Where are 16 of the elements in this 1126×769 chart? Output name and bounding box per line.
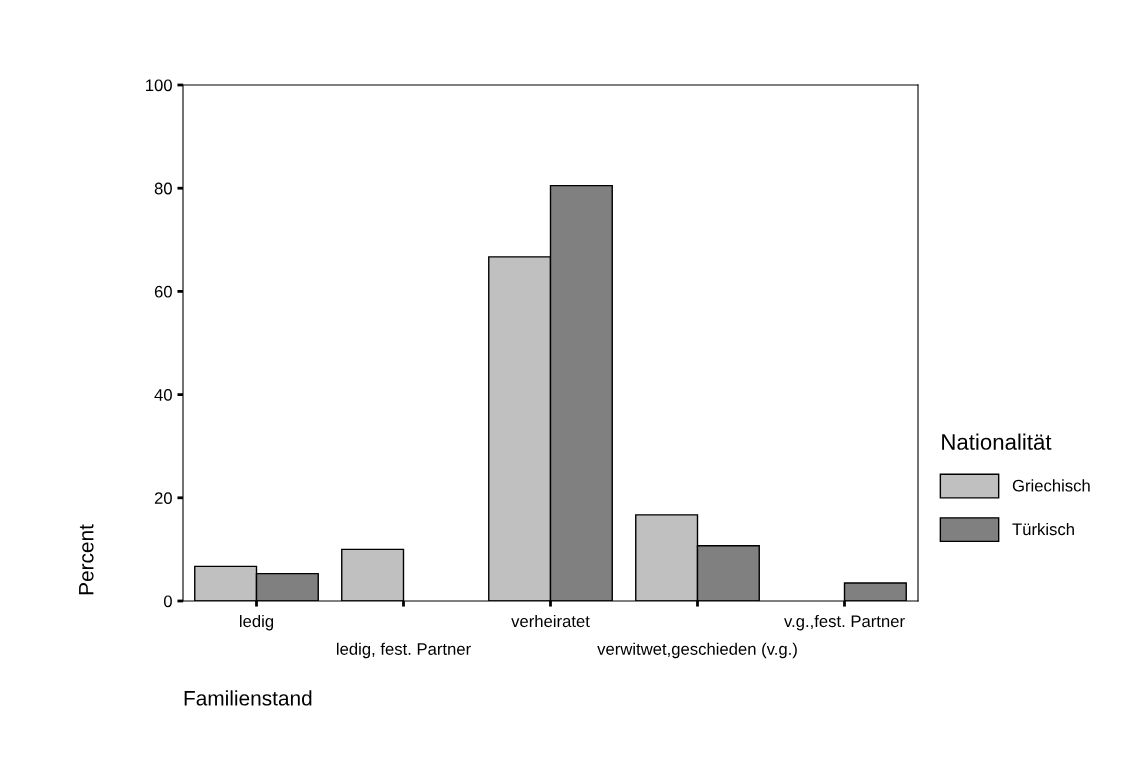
x-tick-label: ledig: [240, 614, 274, 631]
x-tick-label: verheiratet: [511, 614, 590, 628]
y-tick-label: 80: [154, 182, 172, 195]
y-tick-label: 40: [154, 389, 172, 401]
legend-label: Griechisch: [1012, 479, 1090, 492]
x-tick-label: v.g.,fest. Partner: [784, 614, 905, 631]
y-tick-label: 60: [154, 285, 172, 298]
legend-label: Türkisch: [1012, 522, 1074, 536]
legend-title: Nationalität: [942, 433, 1052, 450]
y-tick-label: 0: [163, 595, 172, 608]
y-axis-title: Percent: [79, 524, 94, 595]
y-tick-label: 100: [146, 79, 172, 92]
y-tick-label: 20: [154, 492, 172, 504]
x-tick-label: ledig, fest. Partner: [337, 642, 471, 659]
x-axis-title: Familienstand: [184, 690, 312, 706]
x-tick-label: verwitwet,geschieden (v.g.): [597, 642, 797, 659]
